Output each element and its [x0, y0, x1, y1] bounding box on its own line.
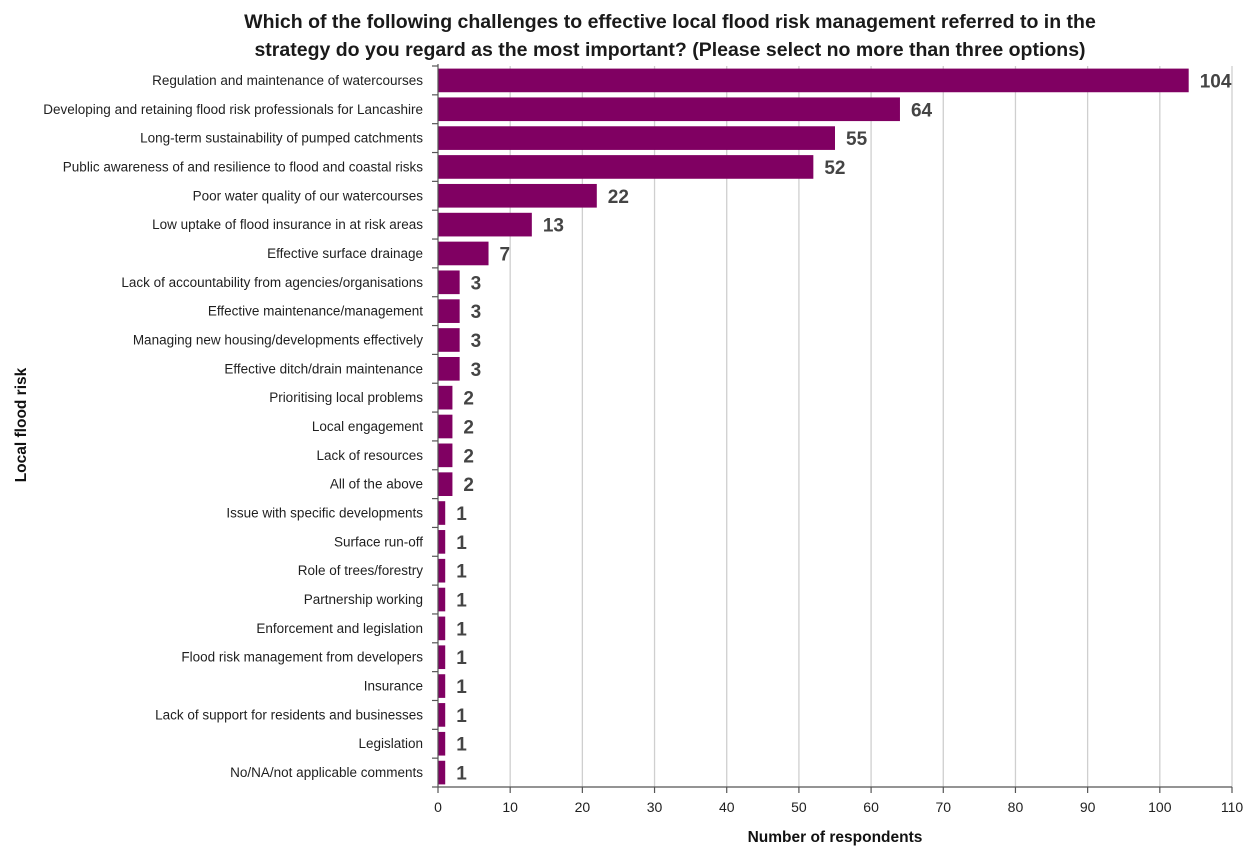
x-tick-label: 50 [791, 799, 807, 815]
category-label: Enforcement and legislation [256, 621, 423, 636]
data-label: 3 [471, 331, 482, 352]
category-label: Prioritising local problems [269, 390, 423, 405]
data-label: 1 [456, 677, 467, 698]
x-tick-label: 70 [935, 799, 951, 815]
data-label: 2 [463, 389, 474, 410]
bar [438, 155, 814, 179]
category-label: Partnership working [304, 592, 423, 607]
category-label: Local engagement [312, 419, 423, 434]
data-label: 52 [824, 158, 845, 179]
category-label: Lack of accountability from agencies/org… [121, 275, 423, 290]
bar [438, 356, 460, 381]
data-label: 1 [456, 648, 467, 669]
category-label: Role of trees/forestry [298, 563, 424, 578]
x-tick-label: 60 [863, 799, 879, 815]
bars [438, 68, 1189, 785]
x-tick-labels: 0 10 20 30 40 50 60 70 80 90 100 110 [434, 799, 1243, 815]
x-axis-title: Number of respondents [748, 829, 923, 846]
category-label: Effective maintenance/management [208, 304, 423, 319]
category-label: Lack of support for residents and busine… [155, 707, 423, 722]
x-tick-label: 0 [434, 799, 442, 815]
category-label: Flood risk management from developers [181, 650, 423, 665]
data-label: 2 [463, 475, 474, 496]
data-label: 3 [471, 302, 482, 323]
bar [438, 328, 460, 352]
category-label: No/NA/not applicable comments [230, 765, 423, 780]
category-label: Long-term sustainability of pumped catch… [140, 131, 423, 146]
y-axis-title: Local flood risk [13, 367, 30, 482]
data-label: 3 [471, 273, 482, 294]
data-label: 13 [543, 216, 564, 237]
bar [438, 212, 532, 237]
data-label: 3 [471, 360, 482, 381]
data-label: 1 [456, 735, 467, 756]
data-label: 2 [463, 418, 474, 439]
chart-title: Which of the following challenges to eff… [0, 8, 1255, 64]
bar [438, 703, 446, 727]
bar [438, 385, 453, 410]
data-label: 1 [456, 706, 467, 727]
bar [438, 414, 453, 439]
x-tick-label: 100 [1148, 799, 1172, 815]
bar [438, 183, 597, 208]
category-label: Lack of resources [316, 448, 423, 463]
bar [438, 68, 1189, 93]
category-label: Effective surface drainage [267, 246, 423, 261]
bar [438, 501, 446, 525]
x-tick-label: 80 [1008, 799, 1024, 815]
bar [438, 530, 446, 554]
data-label: 7 [500, 244, 511, 265]
x-tick-label: 20 [575, 799, 591, 815]
category-label: Effective ditch/drain maintenance [224, 361, 423, 376]
bar [438, 270, 460, 295]
category-label: Legislation [358, 736, 423, 751]
category-label: Public awareness of and resilience to fl… [63, 159, 423, 174]
bar [438, 587, 446, 612]
data-label: 1 [456, 619, 467, 640]
bar [438, 126, 835, 150]
bar [438, 645, 446, 670]
axes [432, 64, 1233, 793]
category-label: Surface run-off [334, 534, 423, 549]
data-label: 64 [911, 100, 933, 121]
bar [438, 674, 446, 698]
x-tick-label: 10 [502, 799, 518, 815]
data-label: 104 [1200, 71, 1232, 92]
chart-title-line-1: Which of the following challenges to eff… [244, 11, 1096, 33]
bar [438, 731, 446, 756]
data-label: 22 [608, 187, 629, 208]
bar [438, 97, 900, 122]
category-label: Insurance [364, 679, 423, 694]
bar [438, 558, 446, 583]
data-label: 1 [456, 504, 467, 525]
bar [438, 616, 446, 641]
data-label: 2 [463, 446, 474, 467]
data-label: 1 [456, 533, 467, 554]
chart-title-line-2: strategy do you regard as the most impor… [254, 39, 1086, 61]
category-label: All of the above [330, 477, 423, 492]
x-tick-label: 40 [719, 799, 735, 815]
bar [438, 443, 453, 468]
data-label: 1 [456, 591, 467, 612]
data-label: 55 [846, 129, 868, 150]
data-label: 1 [456, 562, 467, 583]
x-tick-label: 30 [647, 799, 663, 815]
bar [438, 472, 453, 497]
category-label: Issue with specific developments [226, 506, 423, 521]
category-label: Developing and retaining flood risk prof… [43, 102, 423, 117]
category-label: Low uptake of flood insurance in at risk… [152, 217, 423, 232]
x-tick-label: 110 [1221, 799, 1244, 815]
category-label: Managing new housing/developments effect… [133, 332, 423, 347]
category-labels: Regulation and maintenance of watercours… [43, 73, 423, 780]
category-label: Poor water quality of our watercourses [193, 188, 424, 203]
bar [438, 760, 446, 785]
bar [438, 241, 489, 266]
x-tick-label: 90 [1080, 799, 1096, 815]
data-label: 1 [456, 764, 467, 785]
category-label: Regulation and maintenance of watercours… [152, 73, 423, 88]
bar [438, 299, 460, 323]
